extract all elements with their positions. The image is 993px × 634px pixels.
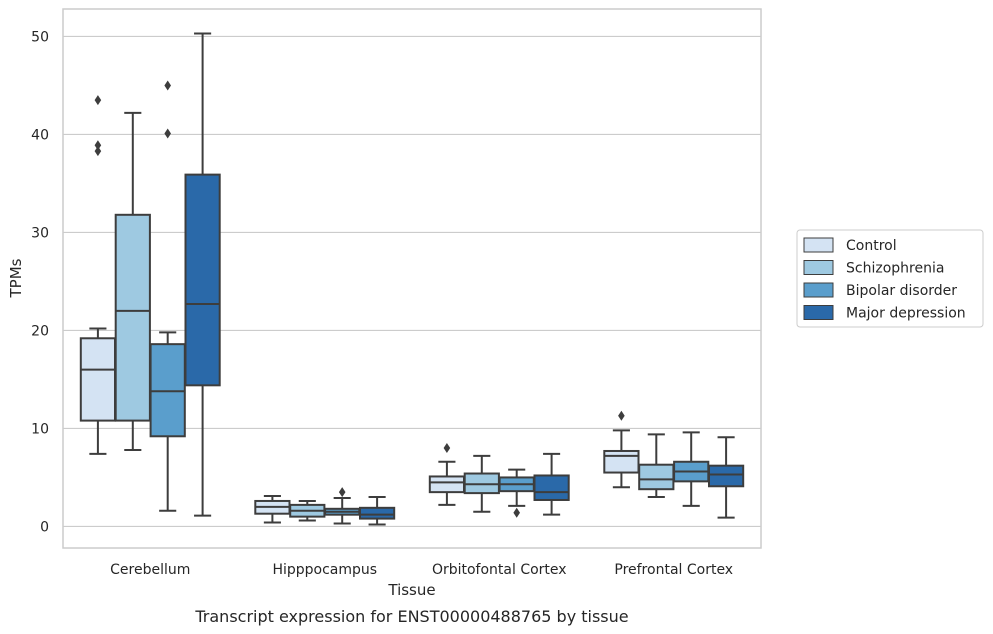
box-group (114, 111, 151, 451)
box-body (638, 463, 675, 491)
outlier-point (94, 146, 102, 157)
y-tick-label: 10 (31, 421, 49, 437)
outlier-point (443, 443, 451, 454)
y-tick-label: 50 (31, 29, 49, 45)
x-tick-label: Cerebellum (110, 562, 190, 578)
plot-frame (62, 8, 762, 549)
box-body (707, 464, 745, 488)
outlier-point (94, 95, 102, 106)
legend-label: Major depression (846, 306, 966, 322)
legend-label: Bipolar disorder (846, 283, 957, 299)
box-group (673, 431, 710, 507)
legend-label: Control (846, 238, 897, 254)
outlier-point (618, 410, 625, 421)
y-tick-label: 20 (31, 323, 49, 339)
box-body (114, 213, 151, 422)
box-group (428, 443, 466, 506)
y-tick-label: 40 (31, 127, 49, 143)
legend-label: Schizophrenia (846, 261, 944, 277)
y-tick-label: 0 (40, 519, 49, 535)
x-axis-label: Tissue (387, 581, 435, 599)
chart-caption: Transcript expression for ENST0000048876… (194, 607, 628, 626)
box-group (463, 454, 500, 513)
box-group (638, 433, 675, 499)
outlier-point (338, 487, 346, 498)
box-group (149, 80, 186, 512)
box-group (603, 410, 640, 489)
legend-frame (796, 229, 984, 328)
y-axis-label: TPMs (7, 258, 25, 298)
box-group (498, 468, 535, 518)
legend-swatch (803, 282, 834, 298)
box-body (184, 173, 221, 387)
box-body (428, 475, 466, 494)
legend: Control Schizophrenia Bipolar disorder Majo… (796, 229, 984, 328)
box-group (79, 95, 117, 455)
legend-swatch (803, 305, 834, 320)
x-tick-label: Hipppocampus (272, 562, 377, 578)
box-group (289, 499, 326, 522)
box-group (358, 496, 396, 526)
box-group (324, 487, 361, 525)
legend-swatch (803, 260, 834, 275)
box-group (533, 452, 570, 516)
y-tick-labels: 0 10 20 30 40 50 (31, 29, 49, 535)
box-body (533, 474, 570, 501)
outlier-point (164, 128, 171, 139)
y-gridlines (63, 35, 761, 528)
y-tick-label: 30 (31, 225, 49, 241)
x-tick-labels: Cerebellum Hipppocampus Orbitofontal Corte… (110, 562, 733, 578)
box-body (358, 506, 396, 520)
box-body (603, 449, 640, 474)
box-body (79, 337, 117, 422)
legend-swatch (803, 237, 834, 253)
x-tick-label: Orbitofontal Cortex (432, 562, 567, 578)
outlier-point (513, 507, 520, 518)
outlier-point (94, 140, 102, 151)
plot-area (63, 9, 761, 548)
x-tick-label: Prefrontal Cortex (614, 562, 733, 578)
box-group (184, 32, 221, 517)
box-series (79, 32, 745, 526)
box-group (707, 436, 745, 519)
outlier-point (164, 80, 171, 91)
